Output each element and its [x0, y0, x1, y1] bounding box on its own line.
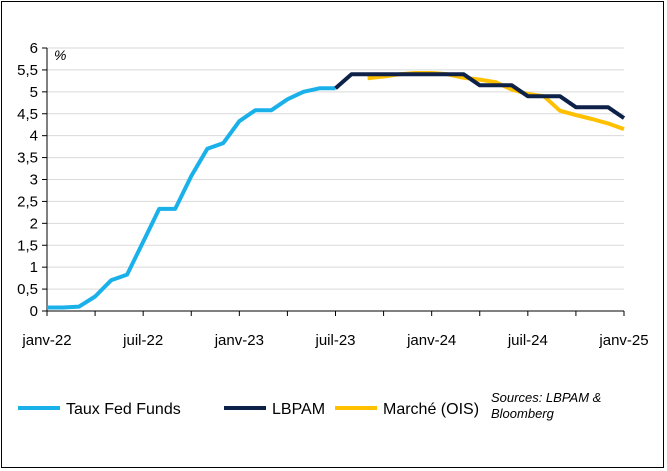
y-tick-label: 1: [30, 259, 38, 276]
y-tick-label: 6: [30, 40, 38, 57]
y-axis: 0 0,5 1 1,5 2 2,5 3 3,5 4 4,5 5 5,5 6: [17, 40, 47, 320]
y-tick-label: 0,5: [17, 281, 38, 298]
x-axis: janv-22 juil-22 janv-23 juil-23 janv-24 juil-…: [21, 311, 649, 349]
x-tick-label: janv-23: [214, 332, 264, 349]
x-tick-label: janv-25: [598, 332, 648, 349]
y-tick-label: 4,5: [17, 106, 38, 123]
y-tick-label: 3: [30, 172, 38, 189]
y-tick-label: 2,5: [17, 193, 38, 210]
y-tick-label: 0: [30, 303, 38, 320]
y-tick-label: 4: [30, 128, 38, 145]
legend-label: Marché (OIS): [383, 401, 479, 418]
legend-label: Taux Fed Funds: [66, 401, 181, 418]
x-tick-label: juil-24: [507, 332, 548, 349]
x-tick-label: janv-22: [21, 332, 71, 349]
series-lines: [47, 71, 626, 310]
y-axis-unit-label: %: [54, 47, 66, 63]
x-tick-label: juil-22: [122, 332, 163, 349]
legend: Taux Fed Funds LBPAM Marché (OIS): [18, 401, 479, 418]
y-tick-label: 5,5: [17, 62, 38, 79]
legend-label: LBPAM: [272, 401, 325, 418]
y-tick-label: 5: [30, 84, 38, 101]
y-tick-label: 2: [30, 215, 38, 232]
series-line-2: [367, 71, 625, 131]
y-tick-label: 1,5: [17, 237, 38, 254]
series-line-0: [47, 86, 336, 310]
source-note: Sources: LBPAM & Bloomberg: [491, 390, 605, 421]
x-tick-label: janv-24: [406, 332, 456, 349]
y-tick-label: 3,5: [17, 150, 38, 167]
x-tick-label: juil-23: [314, 332, 355, 349]
series-line-1: [334, 72, 626, 120]
